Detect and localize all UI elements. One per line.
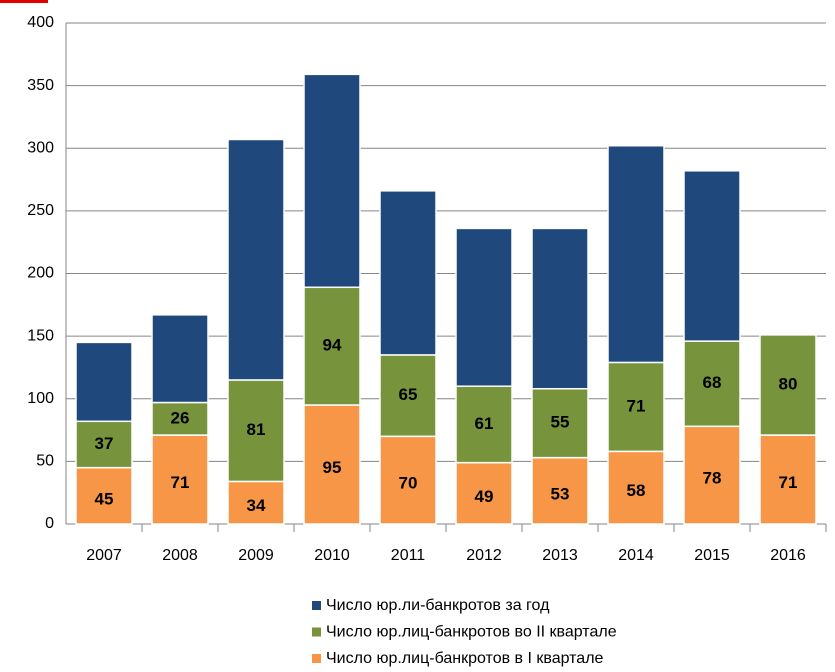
bar-segment [75,341,133,423]
legend-swatch [312,654,321,663]
bar-segment [151,401,209,436]
x-tick-label: 2013 [542,547,578,564]
x-tick-label: 2010 [314,547,350,564]
bar-segment [303,73,361,289]
data-label: 58 [627,481,646,500]
x-tick-label: 2008 [162,547,198,564]
y-tick-label: 0 [45,515,54,532]
x-tick-label: 2014 [618,547,654,564]
bar-segment [151,434,209,525]
data-label: 45 [95,489,114,508]
data-label: 71 [627,396,646,415]
bar-segment [759,334,817,436]
legend-label: Число юр.лиц-банкротов в I квартале [326,650,604,667]
data-label: 61 [475,414,494,433]
y-tick-label: 400 [27,14,54,31]
data-label: 94 [323,336,342,355]
legend-label: Число юр.лиц-банкротов во II квартале [326,624,617,641]
bar-segment [227,480,285,525]
y-tick-label: 300 [27,139,54,156]
bar-segment [227,379,285,483]
data-label: 34 [247,496,266,515]
data-label: 65 [399,385,418,404]
bar-segment [683,425,741,525]
data-label: 26 [171,408,190,427]
bar-segment [683,170,741,342]
bar-segment [531,387,589,459]
bar-segment [379,435,437,525]
bar-segment [75,466,133,525]
data-label: 71 [779,473,798,492]
bar-segment [227,138,285,381]
data-label: 70 [399,474,418,493]
y-tick-label: 150 [27,327,54,344]
data-label: 78 [703,469,722,488]
data-label: 80 [779,374,798,393]
data-label: 53 [551,484,570,503]
bar-segment [683,340,741,428]
y-tick-label: 200 [27,265,54,282]
data-label: 68 [703,373,722,392]
bar-segment [531,456,589,525]
data-label: 37 [95,434,114,453]
legend-label: Число юр.ли-банкротов за год [326,597,550,614]
bar-segment [455,385,513,464]
bar-segment [607,144,665,364]
bar-segment [379,354,437,438]
x-tick-label: 2016 [770,547,806,564]
bar-segment [303,286,361,406]
data-label: 55 [551,413,570,432]
y-tick-label: 350 [27,77,54,94]
data-label: 95 [323,458,342,477]
data-label: 71 [171,473,190,492]
legend-swatch [312,601,321,610]
y-tick-label: 50 [36,453,54,470]
x-tick-label: 2007 [86,547,122,564]
bar-segment [455,227,513,387]
data-label: 49 [475,487,494,506]
x-tick-label: 2011 [391,547,426,564]
y-tick-label: 250 [27,202,54,219]
x-tick-label: 2015 [694,547,730,564]
data-label: 81 [247,420,266,439]
bar-segment [151,314,209,404]
corner-accent [0,0,48,3]
x-tick-label: 2009 [238,547,274,564]
bar-segment [607,361,665,453]
legend-swatch [312,627,321,637]
bar-segment [379,190,437,356]
bar-segment [531,227,589,390]
y-tick-label: 100 [27,390,54,407]
x-tick-label: 2012 [466,547,502,564]
